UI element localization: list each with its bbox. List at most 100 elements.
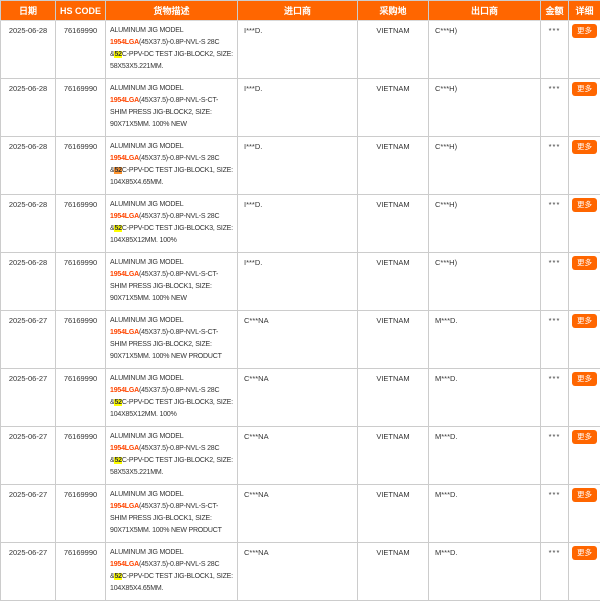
description-text: &: [110, 51, 115, 58]
table-row: 2025-06-28 76169990 ALUMINUM JIG MODEL 1954…: [0, 194, 600, 253]
cell-exporter: M***D.: [428, 426, 541, 485]
search-term-highlight: 52: [114, 457, 122, 464]
description-text: &: [110, 167, 115, 174]
keyword-highlight: 1954LGA: [110, 387, 139, 394]
more-button[interactable]: 更多: [572, 140, 597, 154]
cell-goods-description: ALUMINUM JIG MODEL 1954LGA(45X37.5)-0.8P-…: [105, 542, 238, 601]
description-text: ALUMINUM JIG MODEL: [110, 27, 184, 34]
search-term-highlight-active: 52: [114, 167, 122, 174]
cell-importer: C***NA: [237, 368, 358, 427]
description-text: &: [110, 573, 115, 580]
description-text: &: [110, 225, 115, 232]
table-row: 2025-06-27 76169990 ALUMINUM JIG MODEL 1954…: [0, 310, 600, 369]
cell-importer: I***D.: [237, 136, 358, 195]
description-line: ALUMINUM JIG MODEL: [110, 257, 236, 269]
cell-goods-description: ALUMINUM JIG MODEL 1954LGA(45X37.5)-0.8P-…: [105, 78, 238, 137]
cell-importer: I***D.: [237, 252, 358, 311]
column-header-origin: 采购地: [357, 0, 429, 21]
cell-exporter: C***H): [428, 194, 541, 253]
description-line: 104X85X4.65MM.: [110, 583, 236, 595]
description-text: C-PPV-DC TEST JIG-BLOCK3, SIZE:: [121, 225, 233, 232]
cell-amount: ***: [540, 426, 569, 485]
description-line: 90X71X5MM. 100% NEW PRODUCT: [110, 525, 236, 537]
cell-hs-code: 76169990: [55, 136, 106, 195]
cell-importer: I***D.: [237, 78, 358, 137]
more-button[interactable]: 更多: [572, 546, 597, 560]
description-text: 90X71X5MM. 100% NEW PRODUCT: [110, 527, 222, 534]
cell-goods-description: ALUMINUM JIG MODEL 1954LGA(45X37.5)-0.8P-…: [105, 310, 238, 369]
cell-purchase-place: VIETNAM: [357, 484, 429, 543]
description-text: ALUMINUM JIG MODEL: [110, 317, 184, 324]
more-button[interactable]: 更多: [572, 24, 597, 38]
cell-goods-description: ALUMINUM JIG MODEL 1954LGA(45X37.5)-0.8P-…: [105, 252, 238, 311]
cell-date: 2025-06-27: [0, 368, 56, 427]
cell-importer: C***NA: [237, 484, 358, 543]
table-row: 2025-06-27 76169990 ALUMINUM JIG MODEL 1954…: [0, 484, 600, 543]
cell-date: 2025-06-27: [0, 310, 56, 369]
cell-hs-code: 76169990: [55, 484, 106, 543]
description-text: ALUMINUM JIG MODEL: [110, 433, 184, 440]
more-button[interactable]: 更多: [572, 256, 597, 270]
cell-purchase-place: VIETNAM: [357, 20, 429, 79]
cell-detail: 更多: [568, 78, 600, 137]
description-line: 58X53X5.221MM.: [110, 61, 236, 73]
keyword-highlight: 1954LGA: [110, 561, 139, 568]
cell-detail: 更多: [568, 20, 600, 79]
cell-detail: 更多: [568, 194, 600, 253]
more-button[interactable]: 更多: [572, 82, 597, 96]
description-line: ALUMINUM JIG MODEL: [110, 315, 236, 327]
cell-goods-description: ALUMINUM JIG MODEL 1954LGA(45X37.5)-0.8P-…: [105, 20, 238, 79]
more-button[interactable]: 更多: [572, 488, 597, 502]
description-text: 90X71X5MM. 100% NEW: [110, 121, 187, 128]
cell-purchase-place: VIETNAM: [357, 542, 429, 601]
search-term-highlight: 52: [114, 225, 122, 232]
more-button[interactable]: 更多: [572, 372, 597, 386]
description-text: SHIM PRESS JIG-BLOCK2, SIZE:: [110, 109, 212, 116]
cell-purchase-place: VIETNAM: [357, 310, 429, 369]
cell-detail: 更多: [568, 136, 600, 195]
cell-hs-code: 76169990: [55, 194, 106, 253]
description-line: ALUMINUM JIG MODEL: [110, 83, 236, 95]
keyword-highlight: 1954LGA: [110, 445, 139, 452]
cell-hs-code: 76169990: [55, 20, 106, 79]
cell-detail: 更多: [568, 252, 600, 311]
table-header-row: 日期 HS CODE 货物描述 进口商 采购地 出口商 金额 详细: [0, 0, 600, 21]
description-text: (45X37.5)-0.8P-NVL-S-CT-: [138, 97, 219, 104]
description-line: &52C-PPV-DC TEST JIG-BLOCK1, SIZE:: [110, 165, 236, 177]
cell-exporter: C***H): [428, 20, 541, 79]
table-row: 2025-06-27 76169990 ALUMINUM JIG MODEL 1954…: [0, 542, 600, 601]
description-text: &: [110, 399, 115, 406]
description-line: 1954LGA(45X37.5)-0.8P-NVL-S-CT-: [110, 327, 236, 339]
description-line: ALUMINUM JIG MODEL: [110, 489, 236, 501]
search-term-highlight: 52: [114, 51, 122, 58]
description-line: SHIM PRESS JIG-BLOCK1, SIZE:: [110, 513, 236, 525]
cell-date: 2025-06-27: [0, 426, 56, 485]
description-text: &: [110, 457, 115, 464]
description-line: SHIM PRESS JIG-BLOCK2, SIZE:: [110, 107, 236, 119]
description-text: 104X85X12MM. 100%: [110, 237, 177, 244]
table-row: 2025-06-28 76169990 ALUMINUM JIG MODEL 1954…: [0, 252, 600, 311]
cell-detail: 更多: [568, 542, 600, 601]
cell-amount: ***: [540, 20, 569, 79]
more-button[interactable]: 更多: [572, 314, 597, 328]
keyword-highlight: 1954LGA: [110, 503, 139, 510]
cell-date: 2025-06-28: [0, 78, 56, 137]
description-text: 104X85X4.65MM.: [110, 585, 164, 592]
description-line: 1954LGA(45X37.5)-0.8P-NVL-S 28C: [110, 37, 236, 49]
cell-exporter: C***H): [428, 136, 541, 195]
cell-purchase-place: VIETNAM: [357, 368, 429, 427]
description-line: 90X71X5MM. 100% NEW PRODUCT: [110, 351, 236, 363]
description-text: 58X53X5.221MM.: [110, 63, 164, 70]
description-text: (45X37.5)-0.8P-NVL-S 28C: [138, 155, 220, 162]
description-text: ALUMINUM JIG MODEL: [110, 375, 184, 382]
column-header-date: 日期: [0, 0, 56, 21]
more-button[interactable]: 更多: [572, 198, 597, 212]
cell-amount: ***: [540, 136, 569, 195]
cell-date: 2025-06-27: [0, 484, 56, 543]
more-button[interactable]: 更多: [572, 430, 597, 444]
description-text: 90X71X5MM. 100% NEW PRODUCT: [110, 353, 222, 360]
description-line: ALUMINUM JIG MODEL: [110, 547, 236, 559]
description-line: 104X85X12MM. 100%: [110, 409, 236, 421]
description-line: 1954LGA(45X37.5)-0.8P-NVL-S 28C: [110, 443, 236, 455]
